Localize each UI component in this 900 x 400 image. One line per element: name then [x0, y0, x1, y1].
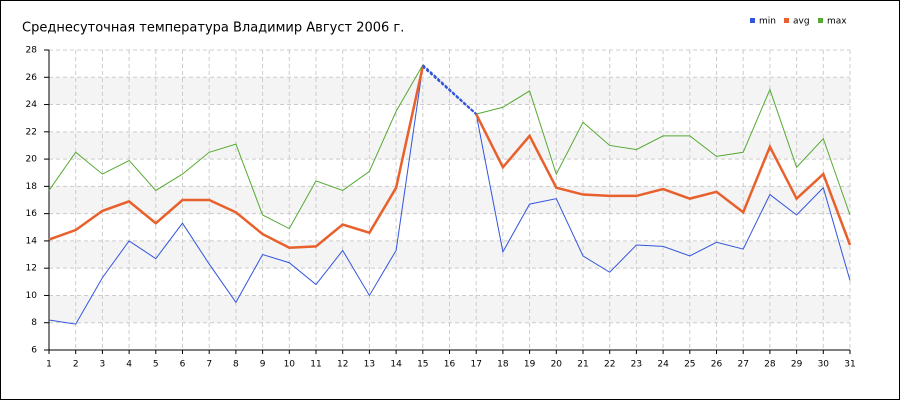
legend-label: avg	[793, 17, 810, 27]
x-tick-label: 15	[417, 360, 428, 370]
x-tick-label: 25	[684, 360, 695, 370]
x-tick-label: 6	[180, 360, 186, 370]
x-tick-label: 13	[364, 360, 375, 370]
y-tick-label: 20	[26, 155, 38, 165]
series-line	[476, 88, 851, 216]
x-tick-label: 22	[604, 360, 615, 370]
x-tick-label: 2	[73, 360, 79, 370]
x-tick-label: 23	[631, 360, 642, 370]
x-tick-label: 11	[310, 360, 321, 370]
chart-title: Среднесуточная температура Владимир Авгу…	[22, 21, 404, 36]
x-tick-label: 7	[206, 360, 212, 370]
legend-label: max	[827, 17, 847, 27]
y-tick-label: 12	[26, 264, 37, 274]
x-tick-label: 26	[711, 360, 723, 370]
y-tick-label: 28	[26, 46, 38, 56]
x-tick-label: 16	[444, 360, 456, 370]
x-tick-label: 4	[126, 360, 132, 370]
series-line	[475, 113, 852, 246]
x-tick-label: 30	[818, 360, 830, 370]
legend-swatch	[784, 18, 789, 23]
x-tick-label: 10	[284, 360, 296, 370]
x-tick-label: 27	[737, 360, 748, 370]
x-tick-label: 1	[46, 360, 52, 370]
gap-bridge	[422, 64, 477, 115]
y-tick-label: 26	[26, 73, 38, 83]
x-tick-label: 19	[524, 360, 536, 370]
legend-label: min	[759, 17, 776, 27]
x-tick-label: 5	[153, 360, 159, 370]
series-line	[48, 66, 425, 249]
x-tick-label: 8	[233, 360, 239, 370]
x-tick-label: 18	[497, 360, 509, 370]
series-line	[475, 113, 851, 281]
y-tick-label: 18	[26, 182, 38, 192]
legend-swatch	[818, 18, 823, 23]
x-tick-label: 3	[100, 360, 106, 370]
y-tick-label: 6	[31, 346, 37, 356]
x-tick-label: 20	[551, 360, 563, 370]
x-tick-label: 17	[470, 360, 481, 370]
x-tick-label: 12	[337, 360, 348, 370]
y-tick-label: 10	[26, 291, 38, 301]
y-tick-label: 8	[31, 318, 37, 328]
legend-swatch	[750, 18, 755, 23]
x-tick-label: 14	[390, 360, 402, 370]
y-tick-label: 22	[26, 127, 37, 137]
x-tick-label: 28	[764, 360, 776, 370]
y-tick-label: 14	[26, 236, 38, 246]
x-tick-label: 21	[577, 360, 588, 370]
x-tick-label: 29	[791, 360, 803, 370]
y-tick-label: 24	[26, 100, 38, 110]
x-tick-label: 24	[657, 360, 669, 370]
y-tick-label: 16	[26, 209, 38, 219]
series-line	[48, 66, 424, 325]
x-tick-label: 9	[260, 360, 266, 370]
series-line	[48, 64, 424, 230]
x-tick-label: 31	[844, 360, 855, 370]
